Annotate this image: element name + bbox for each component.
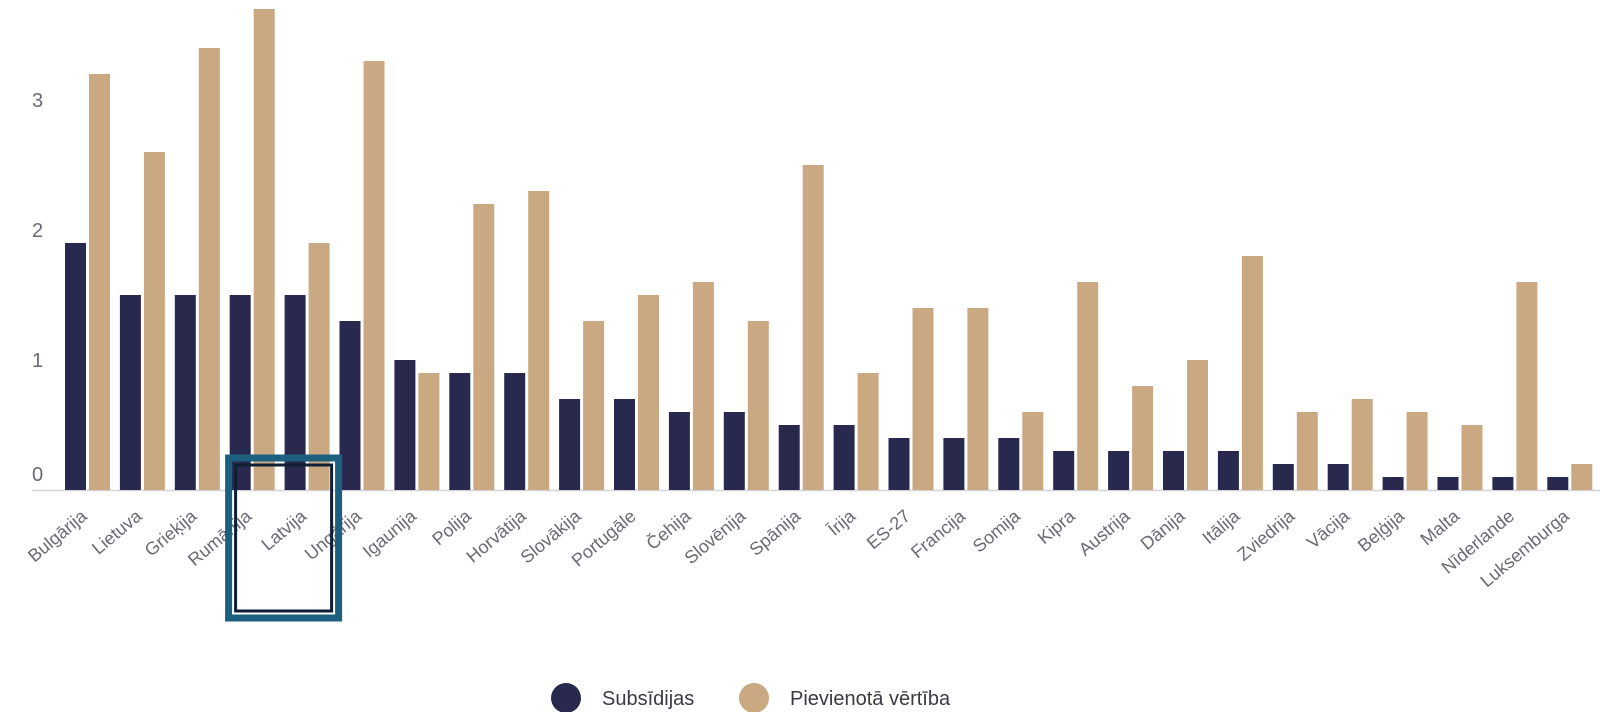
legend: Subsīdijas Pievienotā vērtība [551,683,951,712]
bar-pievienota-vertiba-malta [1461,425,1483,490]
bar-pievienota-vertiba-horvatija [528,191,550,490]
x-tick-label: Beļģija [1354,505,1409,556]
x-tick-label: Igaunija [359,505,421,561]
bar-pievienota-vertiba-griekija [198,48,220,490]
bar-pievienota-vertiba-zviedrija [1296,412,1318,490]
bar-subsidijas-kipra [1053,451,1075,490]
legend-marker [551,683,581,712]
legend-marker [739,683,769,712]
bar-subsidijas-luksemburga [1547,477,1569,490]
bar-pievienota-vertiba-es-27 [912,308,934,490]
y-tick-label: 2 [32,220,43,242]
bar-pievienota-vertiba-kipra [1077,282,1099,490]
x-tick-label: Polija [428,505,475,549]
bar-subsidijas-spanija [778,425,800,490]
bar-pievienota-vertiba-niderlande [1516,282,1538,490]
bar-pievienota-vertiba-somija [1022,412,1044,490]
x-tick-label: Francija [907,505,970,562]
bar-pievienota-vertiba-italija [1241,256,1263,490]
x-tick-label: Zviedrija [1233,505,1299,565]
bar-subsidijas-horvatija [504,373,526,490]
bar-subsidijas-austrija [1108,451,1130,490]
bar-subsidijas-zviedrija [1272,464,1294,490]
y-tick-label: 3 [32,90,43,112]
x-tick-label: Lietuva [88,505,146,558]
x-tick-label: Īrija [824,505,860,540]
bar-subsidijas-vacija [1327,464,1349,490]
bar-pievienota-vertiba-bulgarija [89,74,110,490]
bar-pievienota-vertiba-slovenija [747,321,769,490]
bar-pievienota-vertiba-portugale [638,295,659,490]
bar-subsidijas-somija [998,438,1020,490]
x-tick-label: Itālija [1198,505,1244,548]
x-tick-label: Spānija [745,505,805,560]
bar-pievienota-vertiba-cehija [692,282,714,490]
bar-subsidijas-igaunija [394,360,416,490]
bar-subsidijas-francija [943,438,965,490]
bar-pievienota-vertiba-polija [473,204,495,490]
bar-subsidijas-cehija [668,412,690,490]
y-axis: 0 1 2 3 [32,90,43,486]
bar-pievienota-vertiba-rumanija [253,9,275,490]
bar-pievienota-vertiba-vacija [1351,399,1373,490]
legend-label: Pievienotā vērtība [790,688,951,710]
bar-series-group [65,9,1593,490]
bar-pievienota-vertiba-francija [967,308,989,490]
bar-pievienota-vertiba-luksemburga [1571,464,1593,490]
bar-pievienota-vertiba-spanija [802,165,824,490]
bar-subsidijas-slovenija [723,412,745,490]
y-tick-label: 1 [32,350,43,372]
x-tick-label: ES-27 [863,506,914,553]
highlight-box-outer [225,454,343,622]
x-tick-label: Somija [969,505,1025,556]
bar-subsidijas-irija [833,425,855,490]
highlight-box-inner [234,463,334,613]
bar-subsidijas-latvija [284,295,306,490]
x-tick-label: Ungārija [301,505,366,564]
bar-pievienota-vertiba-belgija [1406,412,1428,490]
bar-subsidijas-italija [1217,451,1239,490]
bar-subsidijas-es-27 [888,438,910,490]
bar-pievienota-vertiba-latvija [308,243,330,490]
y-tick-label: 0 [32,464,43,486]
bar-pievienota-vertiba-ungarija [363,61,385,490]
x-tick-label: Austrija [1075,505,1135,560]
bar-subsidijas-malta [1437,477,1459,490]
bar-subsidijas-slovakija [559,399,581,490]
x-tick-label: Dānija [1137,505,1190,554]
x-tick-label: Bulgārija [24,505,91,566]
bar-subsidijas-ungarija [339,321,361,490]
bar-pievienota-vertiba-lietuva [143,152,165,490]
bar-subsidijas-belgija [1382,477,1404,490]
bar-pievienota-vertiba-danija [1187,360,1208,490]
x-tick-label: Kipra [1034,505,1080,548]
x-tick-label: Vācija [1303,505,1354,552]
bar-pievienota-vertiba-austrija [1132,386,1154,490]
bar-subsidijas-danija [1163,451,1184,490]
x-tick-label: Malta [1416,505,1463,549]
bar-subsidijas-griekija [174,295,196,490]
bar-pievienota-vertiba-irija [857,373,879,490]
bar-subsidijas-niderlande [1492,477,1514,490]
legend-label: Subsīdijas [602,688,694,710]
bar-subsidijas-lietuva [119,295,141,490]
bar-subsidijas-portugale [614,399,635,490]
x-tick-label: Slovēnija [681,505,751,568]
bar-pievienota-vertiba-igaunija [418,373,440,490]
bar-subsidijas-rumanija [229,295,251,490]
bar-pievienota-vertiba-slovakija [583,321,605,490]
bar-subsidijas-bulgarija [65,243,86,490]
bar-subsidijas-polija [449,373,471,490]
